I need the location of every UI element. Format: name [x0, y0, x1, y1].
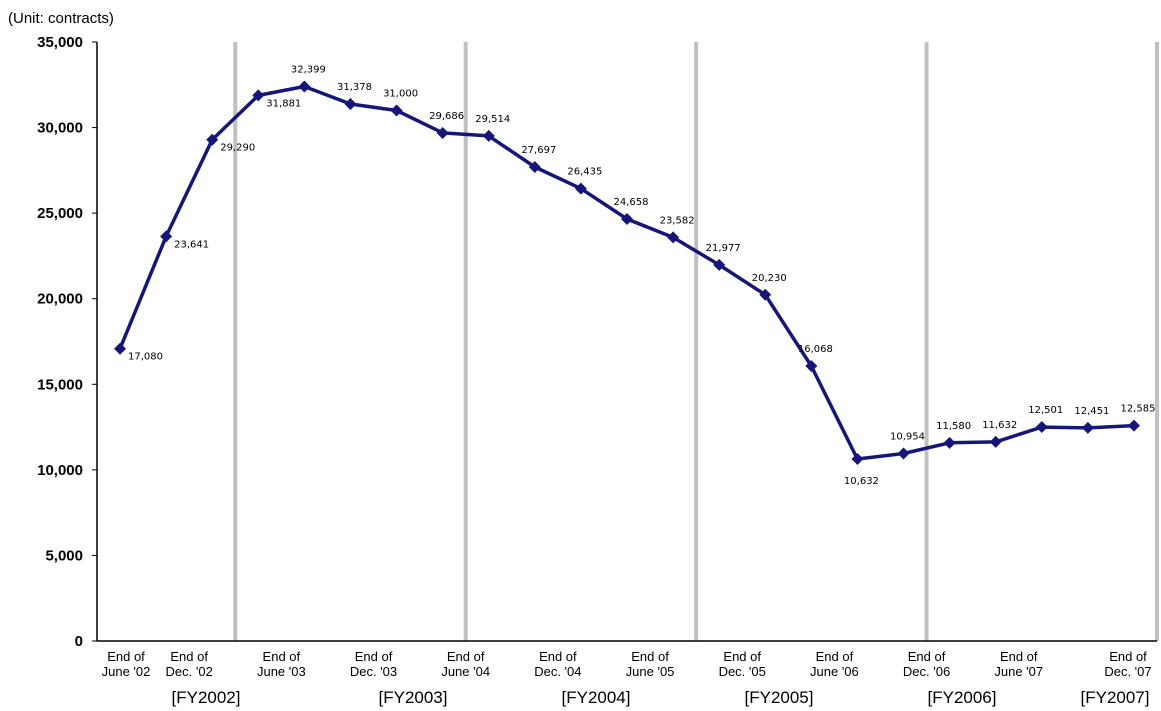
y-tick-label: 35,000 — [37, 34, 83, 51]
x-tick-label-line1: End of — [263, 649, 301, 664]
series-line — [118, 84, 1135, 461]
data-point — [160, 230, 173, 243]
data-point — [989, 435, 1002, 448]
x-tick-label-line2: June '06 — [810, 664, 859, 679]
fy-label: [FY2004] — [562, 688, 631, 707]
y-tick-label: 5,000 — [45, 547, 83, 564]
data-label: 27,697 — [521, 145, 556, 156]
y-tick-label: 10,000 — [37, 462, 83, 479]
fy-label: [FY2005] — [745, 688, 814, 707]
y-axis-ticks: 0 5,000 10,000 15,000 20,000 25,000 30,000 35,0… — [37, 34, 97, 650]
fy-label: [FY2007] — [1081, 688, 1150, 707]
x-tick-label-line2: June '07 — [994, 664, 1043, 679]
data-label: 10,954 — [890, 432, 925, 443]
x-tick-label-line1: End of — [107, 649, 145, 664]
data-label: 23,641 — [174, 239, 209, 250]
x-tick-label-line1: End of — [816, 649, 854, 664]
y-tick-label: 15,000 — [37, 376, 83, 393]
x-tick-label-line2: June '02 — [102, 664, 151, 679]
data-labels: 17,080 23,641 29,290 31,881 32,399 31,378 31,0… — [128, 65, 1155, 488]
data-point — [206, 133, 219, 146]
y-tick-label: 30,000 — [37, 120, 83, 137]
x-tick-label-line1: End of — [355, 649, 393, 664]
data-label: 29,514 — [475, 114, 510, 125]
x-tick-label-line1: End of — [1109, 649, 1147, 664]
data-point — [805, 360, 818, 373]
x-tick-label-line1: End of — [1000, 649, 1038, 664]
data-label: 21,977 — [706, 243, 741, 254]
x-tick-label-line1: End of — [908, 649, 946, 664]
axes — [96, 42, 1157, 642]
unit-label: (Unit: contracts) — [8, 10, 114, 27]
fiscal-year-labels: [FY2002] [FY2003] [FY2004] [FY2005] [FY2006]… — [172, 688, 1150, 707]
x-tick-label-line2: Dec. '04 — [534, 664, 581, 679]
x-tick-label-line2: June '05 — [626, 664, 675, 679]
data-point — [252, 89, 265, 102]
data-label: 29,686 — [429, 111, 464, 122]
fiscal-year-dividers — [233, 42, 1159, 641]
data-label: 12,451 — [1074, 406, 1109, 417]
y-tick-label: 25,000 — [37, 205, 83, 222]
data-label: 11,580 — [936, 421, 971, 432]
x-tick-label-line2: Dec. '02 — [166, 664, 213, 679]
data-point — [897, 447, 910, 460]
x-tick-label-line2: June '03 — [257, 664, 306, 679]
data-label: 17,080 — [128, 352, 163, 363]
data-point — [851, 453, 864, 466]
data-point — [621, 212, 633, 225]
data-point — [713, 258, 726, 271]
data-point — [436, 126, 449, 139]
data-label: 31,881 — [266, 98, 301, 109]
data-label: 16,068 — [798, 344, 833, 355]
x-tick-label-line2: Dec. '06 — [903, 664, 950, 679]
x-tick-label-line2: Dec. '07 — [1104, 664, 1151, 679]
data-point — [482, 129, 495, 142]
x-tick-label-line1: End of — [170, 649, 208, 664]
data-label: 23,582 — [660, 215, 695, 226]
data-label: 10,632 — [844, 476, 879, 487]
data-label: 20,230 — [752, 273, 787, 284]
data-point — [390, 104, 403, 117]
data-point — [1035, 421, 1048, 434]
x-tick-label-line1: End of — [723, 649, 761, 664]
data-label: 12,585 — [1120, 404, 1155, 415]
x-tick-label-line2: June '04 — [441, 664, 490, 679]
data-point — [1127, 419, 1140, 432]
data-label: 32,399 — [291, 65, 326, 76]
data-point — [667, 231, 680, 244]
y-tick-label: 20,000 — [37, 291, 83, 308]
data-label: 31,378 — [337, 82, 372, 93]
fy-label: [FY2006] — [928, 688, 997, 707]
data-label: 12,501 — [1028, 405, 1063, 416]
data-label: 26,435 — [567, 167, 602, 178]
fy-label: [FY2003] — [379, 688, 448, 707]
x-tick-label-line1: End of — [539, 649, 577, 664]
y-tick-label: 0 — [75, 633, 83, 650]
x-tick-label-line2: Dec. '03 — [350, 664, 397, 679]
x-tick-label-line1: End of — [447, 649, 485, 664]
data-point — [1081, 421, 1094, 434]
data-label: 31,000 — [383, 88, 418, 99]
data-point — [574, 182, 587, 195]
x-tick-label-line2: Dec. '05 — [719, 664, 766, 679]
data-label: 24,658 — [614, 197, 649, 208]
x-tick-label-line1: End of — [631, 649, 669, 664]
data-point — [298, 80, 311, 93]
series — [114, 80, 1140, 466]
data-point — [528, 160, 541, 173]
data-point — [344, 97, 357, 110]
data-point — [943, 436, 956, 449]
data-point — [114, 342, 127, 355]
data-label: 29,290 — [220, 143, 255, 154]
data-label: 11,632 — [982, 420, 1017, 431]
data-point — [759, 288, 772, 301]
fy-label: [FY2002] — [172, 688, 241, 707]
